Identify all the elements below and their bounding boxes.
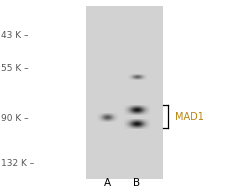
Bar	[86, 6, 162, 179]
Text: A: A	[103, 178, 110, 188]
Text: MAD1: MAD1	[174, 112, 203, 122]
Text: B: B	[133, 178, 140, 188]
Text: 43 K –: 43 K –	[1, 31, 29, 40]
Text: 55 K –: 55 K –	[1, 64, 29, 73]
Text: 132 K –: 132 K –	[1, 159, 34, 168]
Text: 90 K –: 90 K –	[1, 114, 29, 123]
